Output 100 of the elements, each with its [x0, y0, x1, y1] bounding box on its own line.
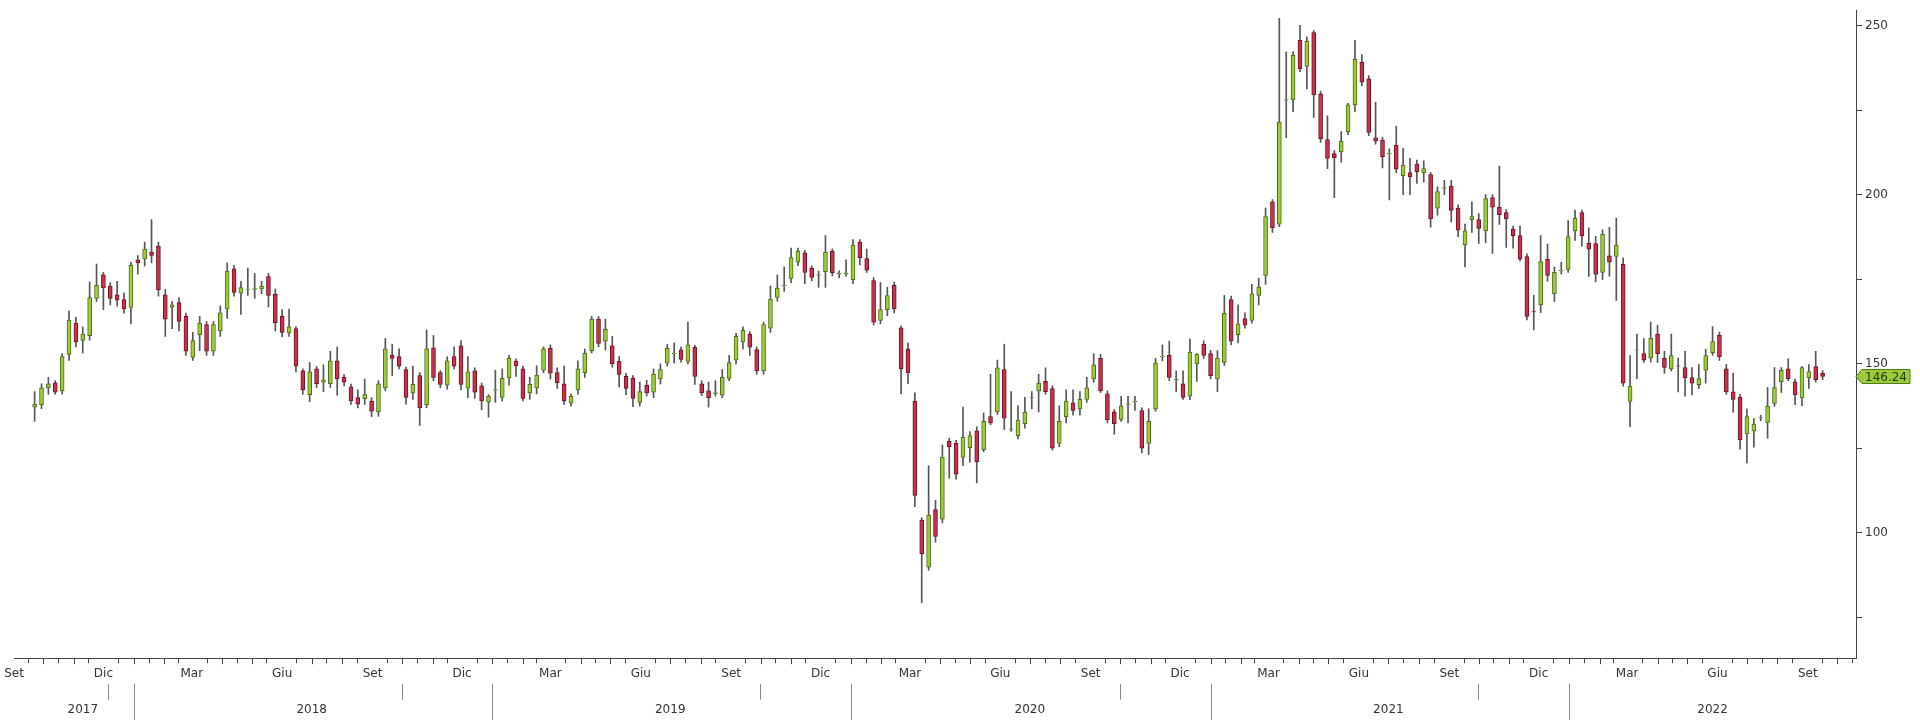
candlestick: [1600, 229, 1605, 280]
candlestick: [46, 377, 51, 395]
x-tick-label: Set: [1798, 665, 1818, 680]
y-tick-label: 250: [1865, 17, 1888, 32]
x-tick-label: Set: [721, 665, 742, 680]
candlestick: [1538, 235, 1543, 314]
candlestick: [1779, 367, 1784, 393]
candlestick: [1730, 372, 1736, 413]
candlestick: [1428, 172, 1433, 228]
candlestick: [479, 382, 484, 411]
candlestick: [1820, 370, 1825, 381]
candlestick: [1160, 344, 1165, 362]
x2-tick-label: 2021: [1373, 701, 1404, 716]
x-tick-label: Giu: [1348, 665, 1370, 680]
candlestick: [1146, 408, 1151, 455]
candlestick: [1208, 349, 1213, 380]
candlestick: [830, 248, 835, 277]
x2-tick-label: 2020: [1014, 701, 1046, 716]
x-tick-label: Dic: [452, 665, 472, 680]
candlestick: [603, 318, 608, 351]
candlestick: [1483, 194, 1488, 243]
x-tick-label: Set: [362, 665, 383, 680]
candlestick: [946, 437, 952, 479]
candlestick: [658, 363, 663, 385]
candlestick: [1593, 235, 1598, 283]
x-tick-label: Dic: [93, 665, 113, 680]
candlestick: [1132, 395, 1138, 411]
candlestick: [988, 373, 993, 426]
candlestick: [1098, 354, 1103, 393]
y-tick-label: 200: [1865, 186, 1888, 201]
x-tick-label: Giu: [630, 665, 651, 680]
candlestick: [39, 383, 44, 410]
candlestick: [197, 316, 202, 351]
candlestick: [1668, 333, 1674, 372]
candlestick: [362, 378, 368, 405]
candlestick: [768, 285, 773, 333]
x-tick-label: Giu: [990, 665, 1011, 680]
x-tick-label: Set: [1439, 665, 1460, 680]
candlestick: [424, 329, 429, 409]
candlestick: [1173, 370, 1179, 392]
candlestick: [1552, 266, 1557, 302]
candlestick: [1277, 17, 1282, 228]
candlestick: [321, 364, 326, 392]
candlestick: [1723, 364, 1729, 395]
candlestick: [1710, 326, 1715, 356]
candlestick: [1648, 321, 1654, 363]
candlestick: [389, 343, 395, 376]
candlestick: [1215, 350, 1220, 392]
candlestick: [1091, 353, 1096, 383]
candlestick: [1270, 199, 1275, 233]
candlestick: [1201, 340, 1207, 359]
candlestick: [438, 370, 443, 389]
candlestick: [1318, 90, 1323, 143]
candlestick: [1703, 348, 1709, 384]
candlestick: [644, 380, 649, 397]
candlestick: [1503, 209, 1509, 248]
candlestick: [1558, 261, 1564, 275]
candlestick: [713, 380, 718, 397]
candlestick: [719, 369, 725, 398]
candlestick: [1153, 358, 1158, 412]
candlestick: [1607, 227, 1612, 277]
candlestick: [1655, 324, 1660, 363]
x2-tick-label: 2017: [67, 701, 99, 716]
candlestick: [383, 338, 388, 392]
candlestick: [87, 281, 92, 341]
candlestick: [156, 241, 161, 297]
candlestick: [328, 350, 333, 388]
x-tick-label: Dic: [1170, 665, 1190, 680]
candlestick: [885, 287, 890, 317]
x2-tick-label: 2019: [654, 701, 686, 716]
candlestick: [272, 288, 278, 332]
candlestick: [699, 380, 705, 396]
x-tick-label: Set: [4, 665, 25, 680]
candlestick: [376, 380, 381, 417]
candlestick: [1717, 331, 1722, 361]
x-tick-label: Dic: [810, 665, 831, 680]
candlestick: [940, 444, 945, 524]
candlestick: [671, 342, 677, 364]
candlestick: [754, 346, 760, 375]
candlestick: [1373, 101, 1378, 145]
candlestick: [651, 368, 656, 398]
candlestick: [596, 316, 601, 348]
candlestick: [1105, 390, 1110, 424]
candlestick: [548, 344, 553, 380]
x-tick-label: Giu: [1707, 665, 1728, 680]
candlestick: [995, 359, 1000, 415]
text: 146.24: [1865, 369, 1907, 384]
candlestick: [1765, 387, 1770, 439]
y-tick-label: 100: [1865, 525, 1888, 540]
candlestick: [149, 219, 154, 264]
candlestick: [1613, 217, 1619, 301]
candlestick: [1497, 165, 1502, 225]
candlestick: [1662, 350, 1667, 374]
x-tick-label: Mar: [1257, 665, 1280, 680]
x-tick-label: Mar: [180, 665, 204, 680]
candlestick: [1387, 148, 1392, 201]
y-tick-label: 150: [1865, 355, 1888, 370]
candlestick: [314, 366, 319, 388]
candlestick: [1332, 150, 1337, 198]
candlestick: [1545, 243, 1550, 282]
